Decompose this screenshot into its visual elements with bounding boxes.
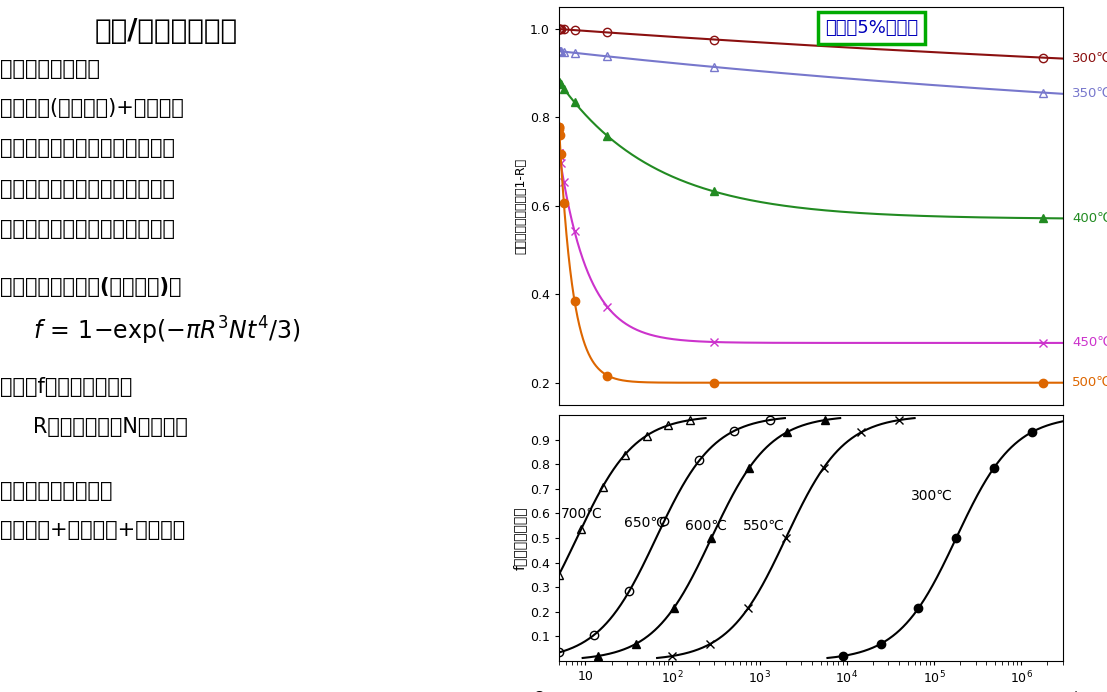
Text: O: O <box>532 691 546 692</box>
Text: 回复动力学特点：: 回复动力学特点： <box>0 59 100 79</box>
Text: t(退火时: t(退火时 <box>1068 691 1104 692</box>
Text: 多晶铁5%冷变形: 多晶铁5%冷变形 <box>825 19 918 37</box>
Text: 350℃: 350℃ <box>1073 87 1107 100</box>
Text: 利于攀移，因此阻碍多边形化。: 利于攀移，因此阻碍多边形化。 <box>0 219 175 239</box>
Text: 有孕育期+中间加速+最终饱和: 有孕育期+中间加速+最终饱和 <box>0 520 185 540</box>
Text: 再结晶动力学方程(球状长大)：: 再结晶动力学方程(球状长大)： <box>0 277 182 297</box>
Text: 低层错能金属中位错易扩展，不: 低层错能金属中位错易扩展，不 <box>0 179 175 199</box>
Text: R是长大速度；N是形核率: R是长大速度；N是形核率 <box>33 417 188 437</box>
Y-axis label: 剩余加工硬化分数（1-R）: 剩余加工硬化分数（1-R） <box>515 158 527 254</box>
Text: 650℃: 650℃ <box>624 516 666 530</box>
Text: 500℃: 500℃ <box>1073 376 1107 389</box>
Text: 550℃: 550℃ <box>743 519 785 533</box>
Text: 杂质原子钉扎位错，不利回复；: 杂质原子钉扎位错，不利回复； <box>0 138 175 158</box>
Text: 再结晶动力学特点：: 再结晶动力学特点： <box>0 481 113 501</box>
Text: 450℃: 450℃ <box>1073 336 1107 349</box>
Text: 400℃: 400℃ <box>1073 212 1107 225</box>
Y-axis label: f（再结晶分数）: f（再结晶分数） <box>514 507 527 570</box>
Text: 300℃: 300℃ <box>1073 52 1107 65</box>
Text: t(退火时间)→: t(退火时间)→ <box>777 425 845 439</box>
Text: 回复/再结晶动力学: 回复/再结晶动力学 <box>94 17 238 45</box>
Text: $f\,{=}\,1{-}\exp\!\left({-}\pi R^3 N t^4 / 3\right)$: $f\,{=}\,1{-}\exp\!\left({-}\pi R^3 N t^… <box>33 315 301 347</box>
Text: 其中：f是再结晶分数；: 其中：f是再结晶分数； <box>0 377 133 397</box>
Text: 300℃: 300℃ <box>911 489 953 503</box>
Text: 无孕育期(无需形核)+前期较快: 无孕育期(无需形核)+前期较快 <box>0 98 184 118</box>
Text: 600℃: 600℃ <box>685 519 727 533</box>
Text: 700℃: 700℃ <box>560 507 602 520</box>
